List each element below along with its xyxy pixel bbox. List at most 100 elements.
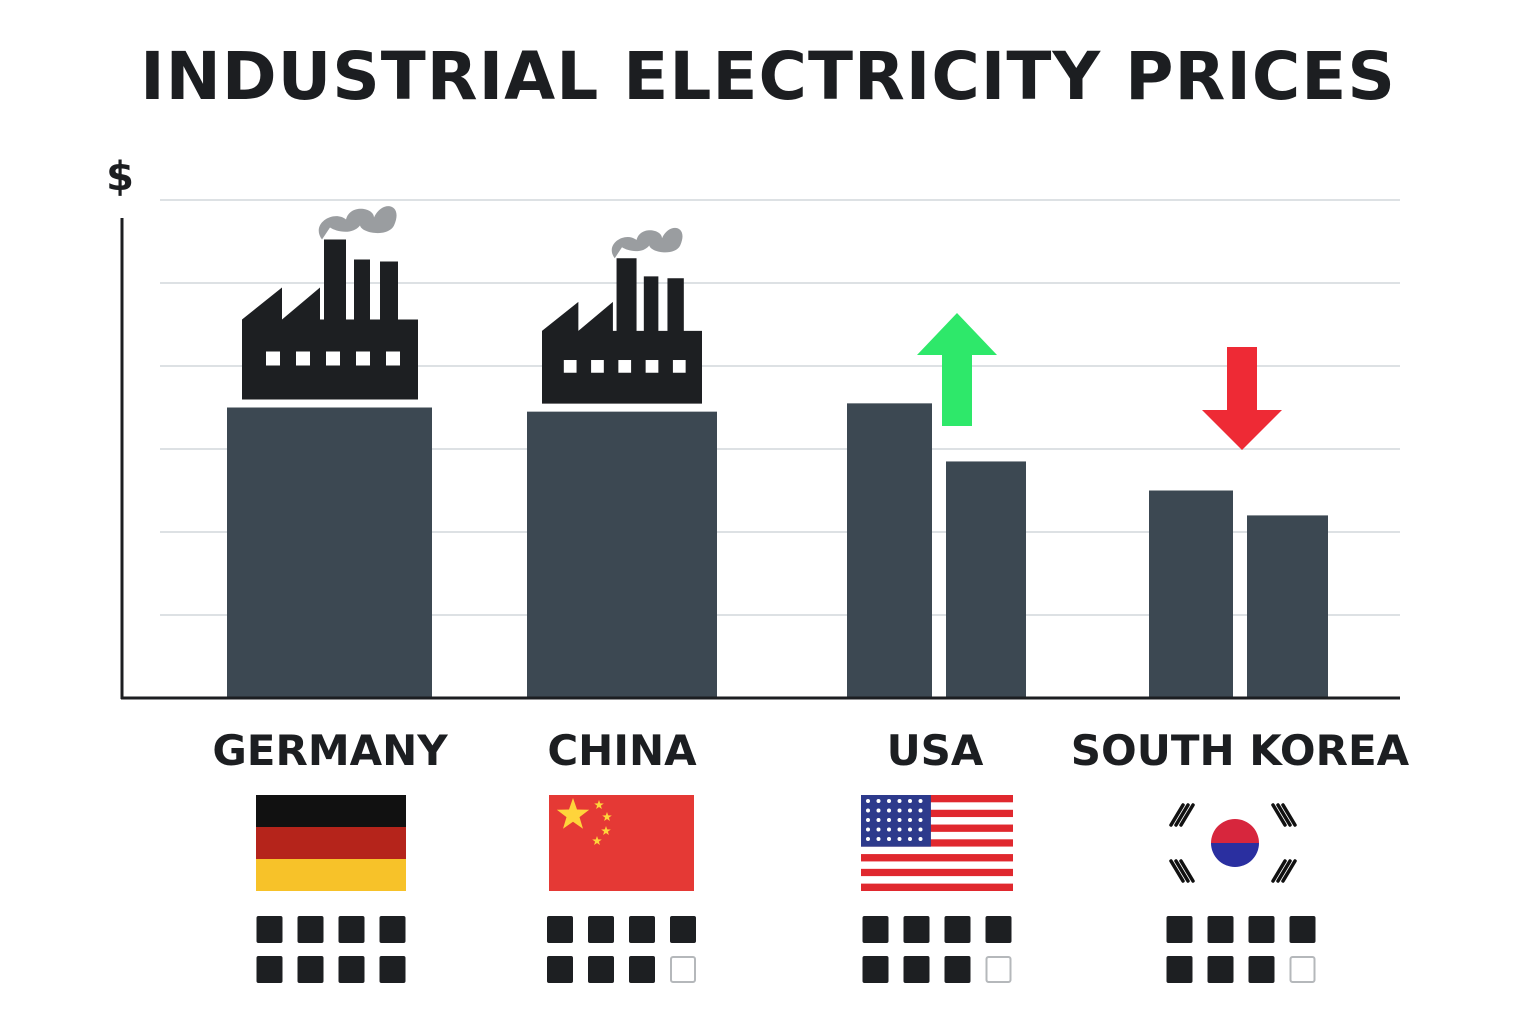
indicator-square [256,916,283,943]
flag-stripe [861,854,1013,862]
flag-stripe [861,809,1013,818]
flag-stripe [861,846,1013,855]
indicator-square [379,916,406,943]
flag-star [866,808,870,813]
flag-stripe [861,861,1013,869]
indicator-square-empty [670,956,696,983]
trigram-bar [1179,859,1195,883]
flag-star [918,799,923,803]
down-arrow-icon [1202,347,1282,450]
flag-star [887,818,891,822]
factory-window [266,351,280,366]
factory-window [645,360,659,373]
star-icon [601,826,611,835]
up-arrow-icon [917,313,997,426]
y-axis-label: $ [106,154,134,200]
group-usa: USA [847,313,1026,983]
indicator-square-empty [1289,956,1316,983]
flag-star [908,818,912,822]
indicator-square [297,956,324,983]
trigram-bar [1271,803,1287,827]
flag-star [887,799,891,803]
flag-star [918,837,923,841]
factory-window [672,360,686,373]
flag-star [876,827,881,832]
indicator-squares [1166,916,1316,983]
indicator-square [903,956,930,983]
flag-star [876,837,881,841]
flag-star [866,827,870,832]
indicator-square [1289,916,1316,943]
category-label: SOUTH KOREA [1071,726,1410,775]
flag-stripe [861,876,1013,884]
indicator-square [1248,956,1275,983]
bar [946,461,1026,698]
flag-star [866,799,870,803]
flag-stripe [861,831,1013,840]
trigram-bar [1281,803,1297,827]
indicator-square [1207,956,1234,983]
chart-title: INDUSTRIAL ELECTRICITY PRICES [140,38,1396,115]
flag-stripe [256,827,406,859]
star-icon [592,836,602,845]
category-label: GERMANY [212,726,448,775]
indicator-square [903,916,930,943]
indicator-square [670,916,696,943]
trigram-bar [1276,859,1292,883]
indicator-square [985,916,1012,943]
factory-window [356,351,370,366]
indicator-square [547,956,573,983]
factory-window [296,351,310,366]
taegeuk-red [1211,819,1259,843]
arrow-shape [1202,347,1282,450]
indicator-squares [256,916,406,983]
trigram-bar [1281,859,1297,883]
indicator-squares [547,916,696,983]
indicator-square [338,956,365,983]
category-label: USA [887,726,984,775]
indicator-square [256,956,283,983]
flag-star [887,837,891,841]
indicator-square [1166,956,1193,983]
smoke [318,206,397,240]
bar [1247,515,1328,698]
flag-star [897,827,902,832]
usa-flag-icon [861,795,1013,891]
bar [847,403,932,698]
factory-body [242,239,418,400]
germany-flag-icon [256,795,406,891]
flag-star [876,818,881,822]
indicator-square-empty [985,956,1012,983]
bar [1149,490,1233,698]
trigram-bar [1174,803,1190,827]
indicator-square [1207,916,1234,943]
flag-stripe [256,859,406,891]
factory-window [386,351,400,366]
flag-star [897,799,902,803]
indicator-square [944,956,971,983]
factory-window [591,360,604,373]
arrow-shape [917,313,997,426]
group-china: CHINA [527,227,717,983]
indicator-square [1248,916,1275,943]
bar [527,411,717,698]
china-flag-icon [549,795,694,891]
star-icon [602,812,612,821]
factory-icon [542,227,702,404]
indicator-square [629,956,655,983]
taegeuk-wave [1211,843,1259,855]
indicator-square [338,916,365,943]
flag-star [876,799,881,803]
trigram-bar [1271,859,1287,883]
trigram-bar [1174,859,1190,883]
star-icon [556,798,590,829]
flag-star [908,808,912,813]
flag-stripe [861,817,1013,825]
flag-star [876,808,881,813]
flag-star [897,837,902,841]
indicator-square [547,916,573,943]
trigram-bar [1276,803,1292,827]
group-germany: GERMANY [212,206,448,983]
indicator-square [1166,916,1193,943]
